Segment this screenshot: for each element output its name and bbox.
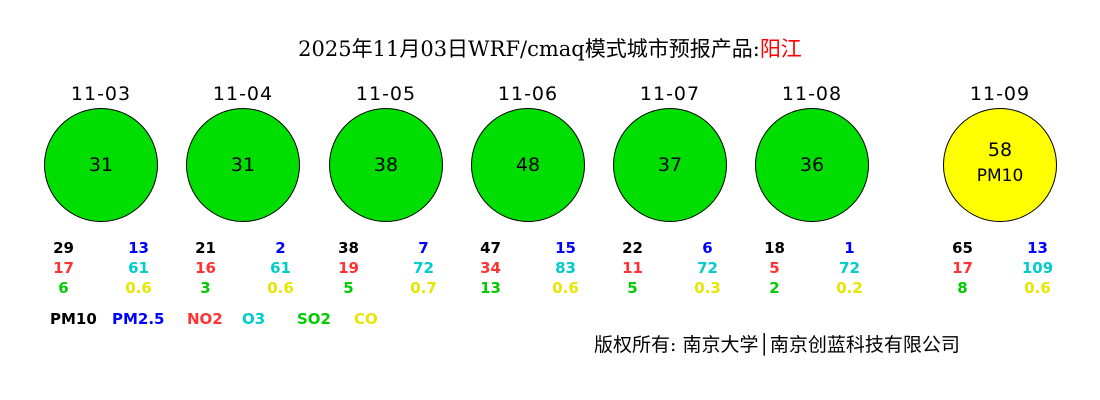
- no2-value: 17: [952, 259, 973, 277]
- forecast-day-column: 11-07 37 22 6 11 72 5 0.3: [595, 84, 745, 297]
- aqi-bubble-wrapper: 58 PM10: [925, 108, 1075, 230]
- pollutant-values: 18 1 5 72 2 0.2: [737, 239, 887, 297]
- no2-value: 34: [480, 259, 501, 277]
- pollutant-values: 29 13 17 61 6 0.6: [26, 239, 176, 297]
- co-value: 0.2: [836, 279, 863, 297]
- pollutant-values: 22 6 11 72 5 0.3: [595, 239, 745, 297]
- so2-value: 8: [957, 279, 968, 297]
- co-value: 0.6: [125, 279, 152, 297]
- legend-item-so2: SO2: [297, 310, 331, 328]
- o3-value: 72: [413, 259, 434, 277]
- co-value: 0.7: [410, 279, 437, 297]
- day-date-label: 11-03: [70, 83, 132, 105]
- day-date-label: 11-04: [212, 83, 274, 105]
- aqi-bubble[interactable]: 31: [44, 108, 158, 222]
- page-title: 2025年11月03日WRF/cmaq模式城市预报产品:阳江: [0, 33, 1100, 63]
- pm10-value: 38: [338, 239, 359, 257]
- day-date-label: 11-07: [639, 83, 701, 105]
- aqi-bubble[interactable]: 38: [329, 108, 443, 222]
- co-value: 0.6: [552, 279, 579, 297]
- pm25-value: 1: [844, 239, 855, 257]
- forecast-day-column: 11-03 31 29 13 17 61 6 0.6: [26, 84, 176, 297]
- pm10-value: 29: [53, 239, 74, 257]
- so2-value: 5: [627, 279, 638, 297]
- aqi-bubble-wrapper: 48: [453, 108, 603, 230]
- so2-value: 5: [343, 279, 354, 297]
- legend-item-no2: NO2: [187, 310, 223, 328]
- so2-value: 13: [480, 279, 501, 297]
- forecast-day-column: 11-08 36 18 1 5 72 2 0.2: [737, 84, 887, 297]
- copyright-notice: 版权所有: 南京大学│南京创蓝科技有限公司: [594, 334, 960, 356]
- title-text: 2025年11月03日WRF/cmaq模式城市预报产品:: [298, 37, 760, 61]
- aqi-bubble-wrapper: 38: [311, 108, 461, 230]
- aqi-value: 58: [987, 139, 1013, 161]
- aqi-bubble-wrapper: 36: [737, 108, 887, 230]
- forecast-day-column: 11-06 48 47 15 34 83 13 0.6: [453, 84, 603, 297]
- co-value: 0.6: [1024, 279, 1051, 297]
- o3-value: 109: [1021, 259, 1054, 277]
- legend-item-pm10: PM10: [50, 310, 97, 328]
- aqi-bubble-wrapper: 31: [168, 108, 318, 230]
- pollutant-values: 47 15 34 83 13 0.6: [453, 239, 603, 297]
- pm10-value: 65: [952, 239, 973, 257]
- day-date-label: 11-09: [969, 83, 1031, 105]
- aqi-bubble[interactable]: 58 PM10: [943, 108, 1057, 222]
- aqi-value: 31: [230, 154, 256, 176]
- day-date-label: 11-05: [355, 83, 417, 105]
- aqi-bubble-wrapper: 37: [595, 108, 745, 230]
- aqi-bubble[interactable]: 31: [186, 108, 300, 222]
- aqi-value: 38: [373, 154, 399, 176]
- pollutant-values: 21 2 16 61 3 0.6: [168, 239, 318, 297]
- no2-value: 5: [769, 259, 780, 277]
- so2-value: 6: [58, 279, 69, 297]
- pm25-value: 6: [702, 239, 713, 257]
- o3-value: 61: [128, 259, 149, 277]
- no2-value: 11: [622, 259, 643, 277]
- o3-value: 83: [555, 259, 576, 277]
- title-city: 阳江: [759, 37, 802, 61]
- forecast-day-column: 11-05 38 38 7 19 72 5 0.7: [311, 84, 461, 297]
- forecast-day-column: 11-04 31 21 2 16 61 3 0.6: [168, 84, 318, 297]
- pollutant-values: 65 13 17 109 8 0.6: [925, 239, 1075, 297]
- co-value: 0.6: [267, 279, 294, 297]
- no2-value: 16: [195, 259, 216, 277]
- pm10-value: 21: [195, 239, 216, 257]
- legend-item-o3: O3: [242, 310, 266, 328]
- legend-item-pm25: PM2.5: [112, 310, 165, 328]
- so2-value: 2: [769, 279, 780, 297]
- pm10-value: 22: [622, 239, 643, 257]
- o3-value: 72: [697, 259, 718, 277]
- co-value: 0.3: [694, 279, 721, 297]
- no2-value: 17: [53, 259, 74, 277]
- forecast-day-column: 11-09 58 PM10 65 13 17 109 8 0.6: [925, 84, 1075, 297]
- pollutant-legend: PM10 PM2.5 NO2 O3 SO2 CO: [50, 310, 394, 328]
- pollutant-values: 38 7 19 72 5 0.7: [311, 239, 461, 297]
- aqi-value: 48: [515, 154, 541, 176]
- aqi-value: 31: [88, 154, 114, 176]
- aqi-value: 37: [657, 154, 683, 176]
- o3-value: 61: [270, 259, 291, 277]
- day-date-label: 11-06: [497, 83, 559, 105]
- so2-value: 3: [200, 279, 211, 297]
- pm10-value: 18: [764, 239, 785, 257]
- aqi-value: 36: [799, 154, 825, 176]
- pm25-value: 15: [555, 239, 576, 257]
- pm25-value: 13: [128, 239, 149, 257]
- pm25-value: 2: [275, 239, 286, 257]
- no2-value: 19: [338, 259, 359, 277]
- legend-item-co: CO: [354, 310, 378, 328]
- day-date-label: 11-08: [781, 83, 843, 105]
- aqi-bubble[interactable]: 48: [471, 108, 585, 222]
- aqi-bubble-wrapper: 31: [26, 108, 176, 230]
- primary-pollutant-label: PM10: [976, 166, 1024, 186]
- pm25-value: 7: [418, 239, 429, 257]
- o3-value: 72: [839, 259, 860, 277]
- aqi-bubble[interactable]: 37: [613, 108, 727, 222]
- pm25-value: 13: [1027, 239, 1048, 257]
- aqi-bubble[interactable]: 36: [755, 108, 869, 222]
- pm10-value: 47: [480, 239, 501, 257]
